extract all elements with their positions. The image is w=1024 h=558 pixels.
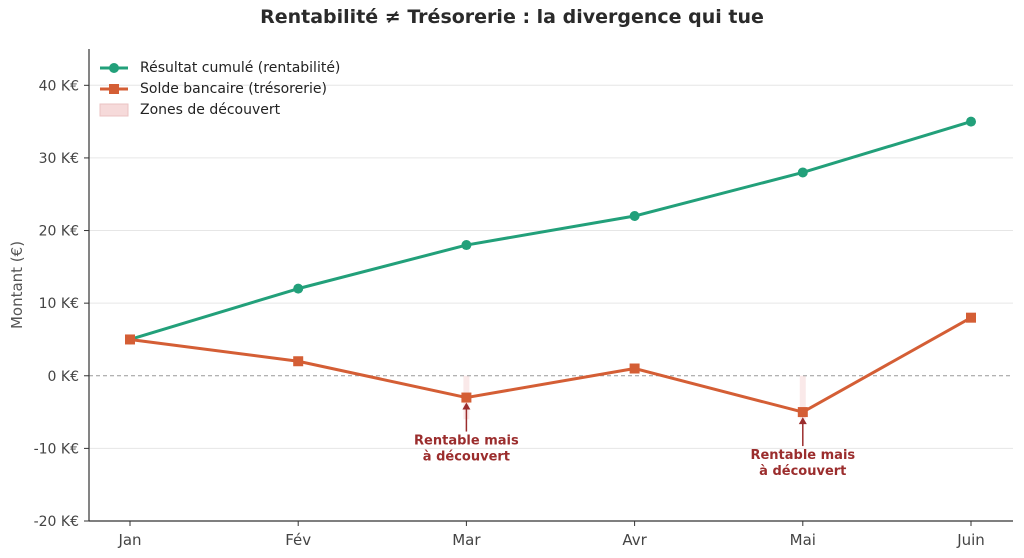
series-line-profit <box>129 120 972 341</box>
legend-key-overdraft <box>99 103 129 116</box>
x-tick-label: Avr <box>622 531 647 549</box>
data-point-cash <box>966 312 976 323</box>
annotation-label: à découvert <box>423 450 510 465</box>
series-line-cash <box>129 316 972 414</box>
annotation-arrowhead <box>462 402 471 410</box>
data-point-profit <box>797 167 808 178</box>
data-point-profit <box>293 283 304 294</box>
x-tick-label: Mar <box>452 531 481 549</box>
data-point-cash <box>125 334 135 345</box>
legend-label-overdraft: Zones de découvert <box>140 101 281 118</box>
data-point-cash <box>629 363 640 374</box>
data-point-cash <box>797 407 808 418</box>
y-tick-label: 10 K€ <box>39 296 79 312</box>
x-tick-label: Jan <box>117 531 141 549</box>
data-point-cash <box>293 356 304 367</box>
legend-item-overdraft: Zones de découvert <box>96 99 340 120</box>
legend-key-cash <box>100 83 128 94</box>
legend-item-profit: Résultat cumulé (rentabilité) <box>96 57 340 78</box>
data-point-cash <box>461 392 472 403</box>
legend-label-cash: Solde bancaire (trésorerie) <box>140 80 327 97</box>
data-point-profit <box>966 116 976 127</box>
x-tick-label: Fév <box>285 531 311 549</box>
annotation-label: Rentable mais <box>414 434 519 449</box>
x-tick-label: Mai <box>790 531 816 549</box>
legend: Résultat cumulé (rentabilité) Solde banc… <box>96 57 340 120</box>
y-tick-label: -10 K€ <box>34 441 79 457</box>
legend-label-profit: Résultat cumulé (rentabilité) <box>140 59 341 76</box>
legend-item-cash: Solde bancaire (trésorerie) <box>96 78 340 99</box>
overdraft-zone <box>799 375 806 420</box>
data-point-profit <box>461 240 472 251</box>
y-tick-label: 30 K€ <box>39 151 79 167</box>
data-point-profit <box>629 211 640 222</box>
x-tick-label: Juin <box>956 531 985 549</box>
legend-key-profit <box>100 62 128 73</box>
annotation-label: Rentable mais <box>750 448 855 463</box>
y-tick-label: 20 K€ <box>39 224 79 240</box>
y-axis-label: Montant (€) <box>8 241 26 329</box>
y-tick-label: -20 K€ <box>34 514 79 530</box>
chart-title: Rentabilité ≠ Trésorerie : la divergence… <box>260 6 764 28</box>
annotation-label: à découvert <box>759 464 846 479</box>
y-tick-label: 0 K€ <box>48 369 79 385</box>
y-tick-label: 40 K€ <box>39 78 79 94</box>
annotation-arrowhead <box>798 417 807 425</box>
